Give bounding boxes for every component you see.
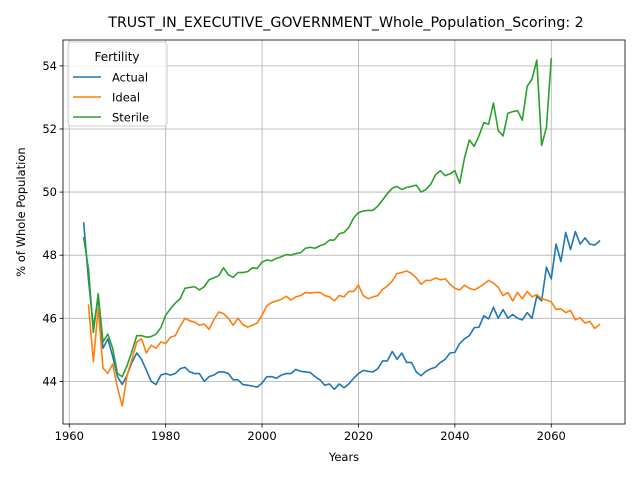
- x-tick-label: 2020: [344, 429, 373, 443]
- y-tick-label: 50: [42, 185, 57, 199]
- y-tick-label: 48: [42, 248, 57, 262]
- y-tick-label: 52: [42, 122, 57, 136]
- series-lines: [82, 58, 601, 407]
- axes-frame: [62, 39, 626, 425]
- x-axis-label: Years: [328, 450, 359, 464]
- series-line-actual: [82, 222, 601, 391]
- x-tick-label: 2000: [247, 429, 276, 443]
- chart-title: TRUST_IN_EXECUTIVE_GOVERNMENT_Whole_Popu…: [107, 15, 583, 31]
- x-tick-label: 2060: [537, 429, 566, 443]
- x-tick-label: 1960: [55, 429, 84, 443]
- y-tick-label: 46: [42, 311, 57, 325]
- y-tick-label: 54: [42, 59, 57, 73]
- y-axis-label: % of Whole Population: [14, 147, 28, 276]
- y-tick-label: 44: [42, 374, 57, 388]
- legend-label-actual: Actual: [112, 71, 148, 85]
- legend: Fertility Actual Ideal Sterile: [67, 41, 168, 127]
- legend-label-ideal: Ideal: [112, 91, 140, 105]
- legend-box: [67, 41, 168, 127]
- series-line-ideal: [87, 270, 601, 407]
- legend-entries: Actual Ideal Sterile: [73, 71, 149, 125]
- legend-label-sterile: Sterile: [112, 111, 149, 125]
- legend-title: Fertility: [94, 50, 139, 64]
- axis-ticks: 1960 1980 2000 2020 2040 2060 44 46 48 50 52 54: [42, 59, 566, 443]
- series-line-sterile: [82, 58, 553, 378]
- x-tick-label: 2040: [440, 429, 469, 443]
- x-tick-label: 1980: [151, 429, 180, 443]
- grid-lines: [63, 40, 625, 424]
